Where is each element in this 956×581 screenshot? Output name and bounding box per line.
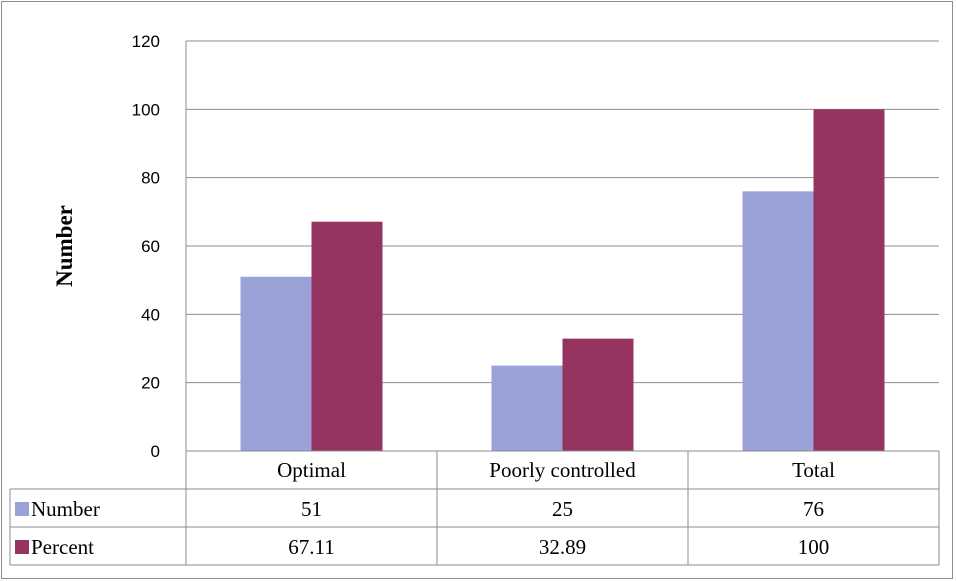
table-cell-value: 76 [803, 497, 824, 521]
y-tick-label: 60 [141, 237, 160, 256]
legend-key-number [15, 502, 29, 516]
table-cell-value: 25 [552, 497, 573, 521]
y-axis-label: Number [52, 205, 77, 287]
y-tick-label: 0 [151, 442, 160, 461]
bar-percent-1 [562, 338, 634, 451]
legend-key-percent [15, 540, 29, 554]
y-tick-label: 40 [141, 305, 160, 324]
x-tick-label: Poorly controlled [489, 458, 636, 482]
x-tick-label: Optimal [277, 458, 346, 482]
bar-percent-2 [813, 109, 885, 451]
table-cell-value: 32.89 [539, 535, 586, 559]
x-tick-label: Total [792, 458, 835, 482]
bars [240, 109, 885, 452]
bar-number-2 [742, 191, 814, 452]
y-tick-label: 120 [132, 32, 160, 51]
legend-label: Number [31, 497, 100, 521]
bar-number-1 [491, 365, 563, 451]
table-cell-value: 51 [301, 497, 322, 521]
legend-label: Percent [31, 535, 94, 559]
bar-percent-0 [311, 221, 383, 451]
bar-number-0 [240, 276, 312, 451]
y-tick-labels: 0 20 40 60 80 100 120 [132, 32, 160, 461]
table-cell-value: 67.11 [288, 535, 334, 559]
y-tick-label: 100 [132, 100, 160, 119]
table-cell-value: 100 [798, 535, 830, 559]
data-table: Optimal Poorly controlled Total Number 51 25 7… [9, 450, 940, 566]
y-tick-label: 20 [141, 374, 160, 393]
y-tick-label: 80 [141, 169, 160, 188]
